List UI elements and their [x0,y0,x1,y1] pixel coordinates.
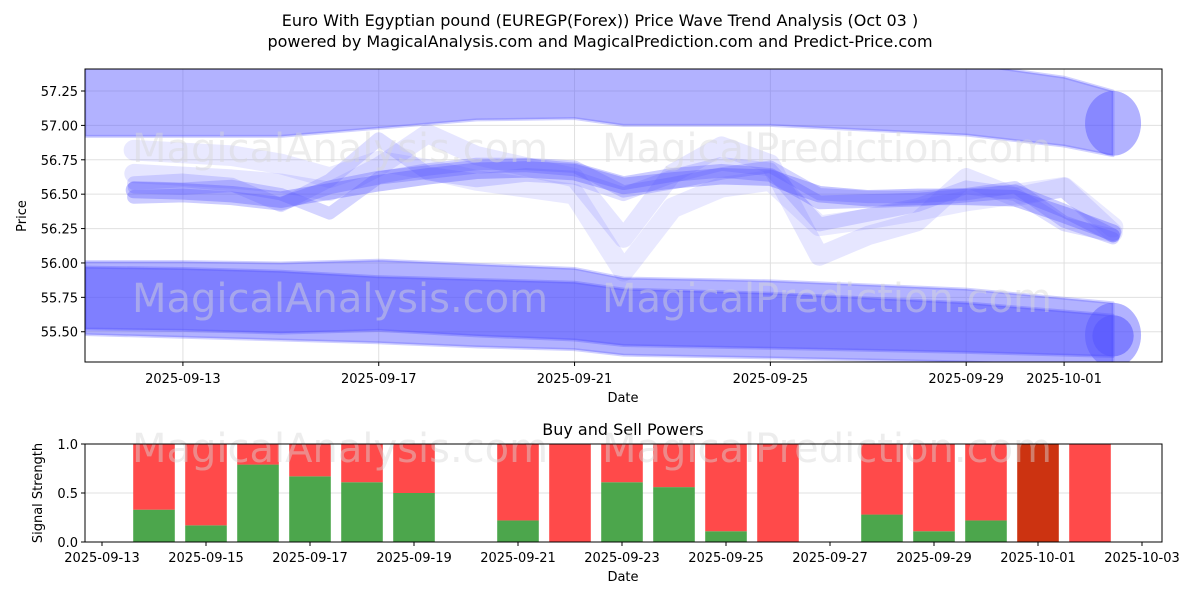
buy-bar [185,525,227,542]
sell-bar [185,444,227,526]
price-y-tick-label: 56.50 [41,188,78,203]
signal-x-tick-label: 2025-09-23 [584,551,660,566]
buy-bar [289,476,331,542]
upper-band-cap [1085,91,1142,156]
price-x-axis-label: Date [607,391,638,406]
sell-bar [289,444,331,477]
wave-6 [123,139,1124,282]
watermark-analysis-lower: MagicalAnalysis.com [132,276,548,322]
buy-bar [601,482,643,542]
sell-bar [653,444,695,488]
buy-bar [497,520,539,542]
watermark-analysis-upper: MagicalAnalysis.com [132,126,548,172]
price-y-ticks: 55.50 55.75 56.00 56.25 56.50 56.75 57.00 57.25 [41,85,85,341]
wave-3 [127,157,1120,245]
price-y-tick-label: 56.00 [41,257,78,272]
signal-y-tick-label: 1.0 [57,438,78,453]
signal-x-tick-label: 2025-09-19 [376,551,452,566]
wave-2 [127,158,1120,243]
sell-bar [601,444,643,483]
sell-bar [913,444,955,532]
price-y-tick-label: 57.25 [41,85,78,100]
price-y-axis-label: Price [15,200,30,232]
watermark-prediction-bottom: MagicalPrediction.com [602,426,1052,472]
watermark-prediction-upper: MagicalPrediction.com [602,126,1052,172]
buy-bar [705,531,747,542]
sell-bar [237,444,279,465]
sell-bar [549,444,591,542]
sell-bar [757,444,799,542]
signal-x-tick-label: 2025-09-29 [896,551,972,566]
price-x-tick-label: 2025-09-29 [928,372,1004,387]
watermark-analysis-bottom: MagicalAnalysis.com [132,426,548,472]
sell-bar [861,444,903,515]
sell-bar [393,444,435,493]
sell-bar [1069,444,1111,542]
signal-y-axis-label: Signal Strength [31,443,46,543]
signal-x-tick-label: 2025-09-25 [688,551,764,566]
sell-bar [705,444,747,532]
buy-bar [133,509,175,542]
signal-x-tick-label: 2025-10-03 [1104,551,1180,566]
buy-sell-panel: Buy and Sell Powers MagicalAnalysis.com … [31,420,1180,585]
signal-x-tick-label: 2025-09-13 [64,551,140,566]
price-y-tick-label: 56.75 [41,154,78,169]
signal-x-tick-label: 2025-09-27 [792,551,868,566]
sell-bar [497,444,539,521]
sell-bar [1017,444,1059,542]
signal-y-ticks: 0.0 0.5 1.0 [57,438,85,551]
signal-x-tick-label: 2025-09-15 [168,551,244,566]
signal-x-tick-label: 2025-09-17 [272,551,348,566]
chart-title-line2: powered by MagicalAnalysis.com and Magic… [267,32,932,51]
upper-band [85,69,1115,158]
wave-5 [124,124,1123,266]
price-x-tick-label: 2025-09-21 [537,372,613,387]
signal-y-tick-label: 0.5 [57,487,78,502]
buy-bar [341,482,383,542]
price-y-tick-label: 57.00 [41,119,78,134]
signal-y-tick-label: 0.0 [57,536,78,551]
watermark-prediction-lower: MagicalPrediction.com [602,276,1052,322]
signal-x-tick-label: 2025-09-21 [480,551,556,566]
signal-x-ticks: 2025-09-13 2025-09-15 2025-09-17 2025-09-19… [64,542,1180,566]
price-x-ticks: 2025-09-13 2025-09-17 2025-09-21 2025-09-25… [145,362,1102,387]
price-plot-frame [84,68,1163,363]
signal-x-tick-label: 2025-10-01 [1000,551,1076,566]
sell-bar [965,444,1007,521]
price-bands [85,69,1142,362]
signal-bars [133,444,1111,542]
price-x-tick-label: 2025-09-25 [733,372,809,387]
buy-sell-title: Buy and Sell Powers [542,420,704,439]
price-x-tick-label: 2025-10-01 [1026,372,1102,387]
price-x-tick-label: 2025-09-13 [145,372,221,387]
chart-title-line1: Euro With Egyptian pound (EUREGP(Forex))… [282,11,918,30]
buy-bar [393,493,435,542]
buy-bar [653,487,695,542]
buy-bar [861,514,903,542]
buy-bar [237,464,279,542]
price-y-tick-label: 55.50 [41,326,78,341]
wave-4 [127,132,1120,243]
sell-bar [133,444,175,510]
signal-x-axis-label: Date [607,570,638,585]
buy-bar [913,531,955,542]
wave-1 [125,161,1122,241]
sell-bar [341,444,383,483]
price-x-tick-label: 2025-09-17 [341,372,417,387]
price-y-tick-label: 56.25 [41,223,78,238]
buy-bar [965,520,1007,542]
price-waves [123,124,1124,282]
price-wave-panel: MagicalAnalysis.com MagicalPrediction.co… [15,68,1163,406]
price-y-tick-label: 55.75 [41,291,78,306]
lower-band-inner-cap [1092,315,1134,357]
